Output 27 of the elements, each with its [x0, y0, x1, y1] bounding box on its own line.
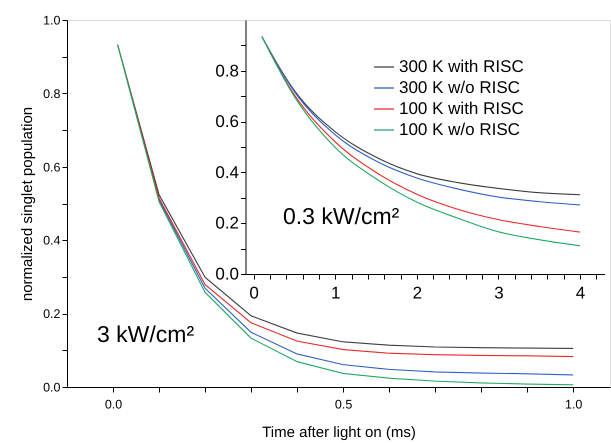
x-tick-label: 0.0	[104, 398, 122, 412]
legend-label: 300 K w/o RISC	[399, 78, 520, 97]
y-tick-label: 0.0	[215, 264, 239, 284]
x-tick-label: 2	[412, 284, 422, 302]
x-axis-title: Time after light on (ms)	[262, 424, 416, 441]
legend-label: 100 K with RISC	[399, 99, 524, 118]
y-axis-title: normalized singlet population	[19, 106, 36, 302]
y-tick-label: 0.8	[215, 61, 239, 80]
x-tick-label: 0.5	[334, 398, 352, 412]
y-tick-label: 0.6	[215, 112, 239, 132]
y-tick-label: 0.2	[43, 307, 61, 322]
x-tick-label: 0	[249, 284, 259, 302]
annotation: 0.3 kW/cm²	[283, 203, 400, 229]
annotation: 3 kW/cm²	[97, 321, 194, 347]
y-tick-label: 0.4	[43, 234, 61, 248]
y-tick-label: 1.0	[43, 14, 61, 28]
y-tick-label: 0.6	[43, 160, 61, 174]
x-tick-label: 3	[494, 284, 504, 302]
x-tick-label: 1	[331, 284, 340, 302]
x-tick-label: 4	[576, 284, 586, 302]
x-tick-label: 1.0	[564, 398, 582, 412]
legend-label: 100 K w/o RISC	[399, 120, 520, 139]
y-tick-label: 0.4	[215, 162, 239, 182]
y-tick-label: 0.2	[215, 214, 239, 233]
legend-label: 300 K with RISC	[399, 57, 524, 76]
y-tick-label: 0.8	[43, 86, 61, 101]
y-tick-label: 0.0	[43, 380, 61, 394]
